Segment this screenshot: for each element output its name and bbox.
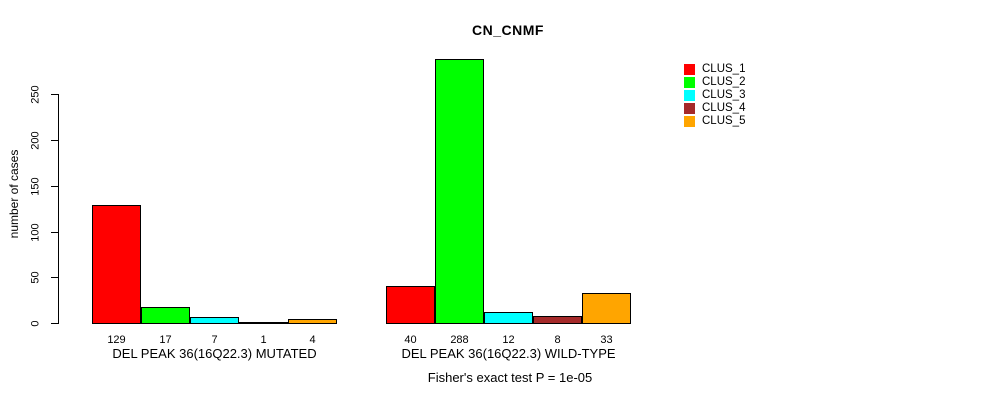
y-tick [51, 186, 58, 187]
y-axis-title: number of cases [7, 149, 21, 239]
y-tick-label: 100 [29, 223, 42, 242]
legend-label: CLUS_2 [702, 76, 746, 88]
legend-item-clus_4: CLUS_4 [684, 102, 745, 115]
bar-clus_3-group1 [190, 317, 239, 324]
bar-value-label: 288 [450, 334, 469, 346]
bar-clus_2-group1 [141, 307, 190, 324]
group-label: DEL PEAK 36(16Q22.3) MUTATED [112, 346, 317, 361]
bar-value-label: 12 [502, 334, 515, 346]
legend-item-clus_1: CLUS_1 [684, 63, 745, 76]
bar-value-label: 7 [211, 334, 218, 346]
legend-item-clus_2: CLUS_2 [684, 76, 745, 89]
legend-swatch-icon [684, 77, 695, 88]
legend-swatch-icon [684, 103, 695, 114]
bar-clus_1-group1 [92, 205, 141, 324]
legend-label: CLUS_1 [702, 63, 746, 75]
y-tick-label: 50 [29, 271, 42, 284]
bar-value-label: 8 [554, 334, 561, 346]
bar-clus_4-group1 [239, 322, 288, 324]
legend-label: CLUS_4 [702, 102, 746, 114]
bar-value-label: 4 [309, 334, 316, 346]
bar-clus_3-group2 [484, 312, 533, 324]
bar-value-label: 1 [260, 334, 267, 346]
y-tick [51, 232, 58, 233]
bar-clus_5-group2 [582, 293, 631, 324]
bar-value-label: 33 [600, 334, 613, 346]
bar-clus_1-group2 [386, 286, 435, 324]
chart-title: CN_CNMF [472, 22, 544, 38]
y-tick [51, 140, 58, 141]
y-tick [51, 323, 58, 324]
bar-clus_5-group1 [288, 319, 337, 324]
group-label: DEL PEAK 36(16Q22.3) WILD-TYPE [401, 346, 616, 361]
y-tick [51, 277, 58, 278]
bar-clus_2-group2 [435, 59, 484, 324]
legend-item-clus_3: CLUS_3 [684, 89, 745, 102]
fisher-test-annotation: Fisher's exact test P = 1e-05 [427, 370, 593, 385]
legend-label: CLUS_3 [702, 89, 746, 101]
legend: CLUS_1 CLUS_2 CLUS_3 CLUS_4 CLUS_5 [684, 63, 745, 128]
legend-swatch-icon [684, 90, 695, 101]
legend-item-clus_5: CLUS_5 [684, 115, 745, 128]
bar-value-label: 17 [159, 334, 172, 346]
y-axis-line [58, 94, 59, 324]
y-tick-label: 0 [29, 320, 42, 327]
bar-value-label: 129 [107, 334, 126, 346]
y-tick-label: 200 [29, 131, 42, 150]
y-tick-label: 250 [29, 85, 42, 104]
y-tick-label: 150 [29, 177, 42, 196]
legend-swatch-icon [684, 64, 695, 75]
y-tick [51, 94, 58, 95]
legend-label: CLUS_5 [702, 115, 746, 127]
bar-value-label: 40 [404, 334, 417, 346]
bar-clus_4-group2 [533, 316, 582, 324]
legend-swatch-icon [684, 116, 695, 127]
